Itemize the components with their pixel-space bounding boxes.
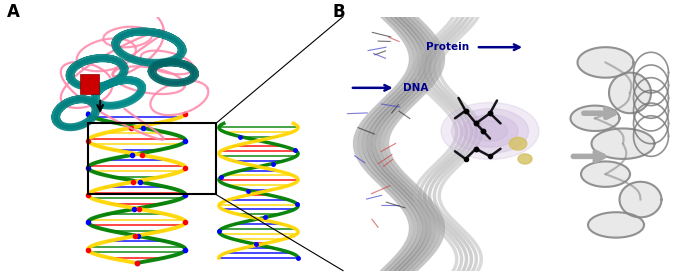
Polygon shape: [592, 128, 654, 159]
Text: B: B: [332, 3, 345, 21]
Text: Protein: Protein: [426, 42, 469, 52]
Polygon shape: [588, 212, 644, 238]
Polygon shape: [441, 103, 539, 159]
Polygon shape: [578, 47, 634, 78]
Polygon shape: [473, 121, 508, 141]
Text: DNA: DNA: [402, 83, 428, 93]
Polygon shape: [620, 182, 662, 217]
Polygon shape: [452, 109, 528, 153]
Bar: [88, 123, 216, 194]
FancyBboxPatch shape: [80, 74, 99, 94]
Polygon shape: [581, 162, 630, 187]
Text: A: A: [7, 3, 20, 21]
Polygon shape: [609, 73, 651, 113]
Polygon shape: [462, 115, 518, 147]
Polygon shape: [518, 154, 532, 164]
Polygon shape: [570, 106, 620, 131]
Polygon shape: [510, 137, 526, 150]
